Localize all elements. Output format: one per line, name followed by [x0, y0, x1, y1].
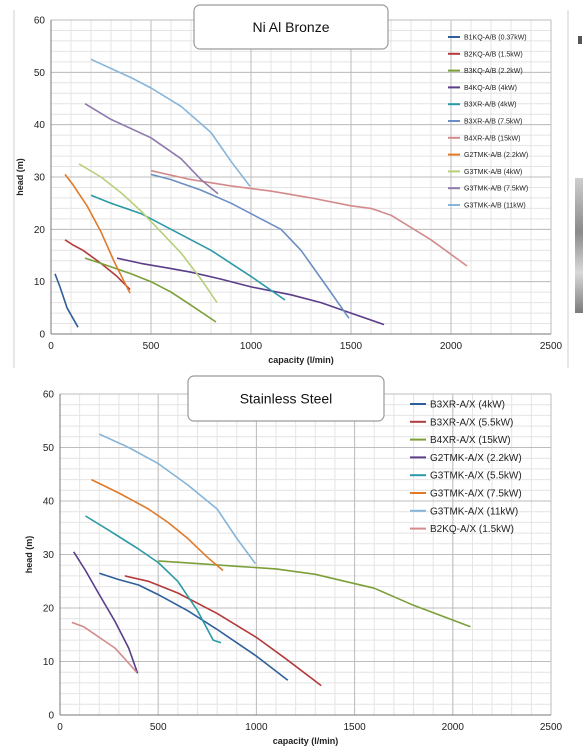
- x-tick-label: 2500: [540, 341, 563, 352]
- series-line: [73, 551, 139, 674]
- legend-label: B3XR-A/X (5.5kW): [430, 417, 513, 428]
- series-line: [158, 560, 471, 628]
- chart-title-box: [193, 4, 389, 50]
- series-line: [98, 433, 257, 565]
- legend-label: B3XR-A/B (4kW): [464, 102, 517, 109]
- series-line: [71, 621, 138, 673]
- y-tick-label: 20: [34, 225, 46, 236]
- x-tick-label: 1500: [340, 341, 363, 352]
- x-tick-label: 0: [48, 341, 54, 352]
- series-line: [116, 257, 385, 326]
- x-tick-label: 1500: [343, 722, 366, 733]
- series-line: [99, 572, 289, 681]
- y-tick-label: 20: [43, 604, 55, 615]
- y-axis-title: head (m): [15, 158, 25, 196]
- y-tick-label: 10: [34, 277, 46, 288]
- legend-label: B2KQ-A/X (1.5kW): [430, 524, 514, 535]
- y-tick-label: 50: [34, 68, 46, 79]
- chart-title: Stainless Steel: [240, 391, 333, 407]
- series-line: [54, 273, 79, 328]
- series-line: [124, 575, 322, 687]
- legend-label: B3KQ-A/B (2.2kW): [464, 68, 523, 75]
- series-line: [78, 163, 218, 304]
- x-tick-label: 2000: [442, 722, 465, 733]
- legend-label: B3XR-A/X (4kW): [430, 400, 505, 411]
- legend-label: B2KQ-A/B (1.5kW): [464, 51, 523, 58]
- series-line: [64, 173, 131, 294]
- legend-label: G2TMK-A/B (2.2kW): [464, 152, 528, 159]
- series-line: [84, 257, 217, 323]
- legend-label: B4KQ-A/B (4kW): [464, 85, 517, 92]
- legend-label: G3TMK-A/B (7.5kW): [464, 186, 528, 193]
- chart-title-box: [187, 375, 385, 422]
- y-tick-label: 60: [34, 16, 46, 27]
- side-fragment-mark: [578, 36, 582, 44]
- legend-label: G2TMK-A/X (2.2kW): [430, 453, 522, 464]
- x-tick-label: 1000: [245, 722, 268, 733]
- series-line: [90, 194, 286, 301]
- legend-label: B4XR-A/B (15kW): [464, 135, 520, 142]
- series-line: [91, 478, 224, 572]
- legend-label: G3TMK-A/X (5.5kW): [430, 471, 522, 482]
- series-line: [90, 58, 251, 187]
- series-line: [64, 239, 131, 291]
- series-line: [150, 173, 350, 319]
- series-line: [150, 169, 468, 267]
- legend-label: G3TMK-A/B (4kW): [464, 169, 522, 176]
- y-axis-title: head (m): [24, 536, 34, 574]
- x-tick-label: 2500: [540, 722, 563, 733]
- side-photo-fragment: [575, 178, 583, 313]
- stainless-steel-chart: 0 500 1000 1500 2000 2500 0 10 20 30 40 50 60 capacit…: [24, 375, 563, 746]
- legend-label: B3XR-A/B (7.5kW): [464, 118, 522, 125]
- y-tick-label: 0: [48, 711, 54, 722]
- x-axis-title: capacity (l/min): [268, 355, 334, 365]
- y-tick-label: 10: [43, 657, 55, 668]
- legend-label: G3TMK-A/B (11kW): [464, 202, 526, 209]
- y-tick-label: 0: [39, 330, 45, 341]
- chart-title: Ni Al Bronze: [252, 19, 329, 35]
- legend-label: G3TMK-A/X (7.5kW): [430, 489, 522, 500]
- y-tick-label: 40: [43, 497, 55, 508]
- series-line: [85, 515, 222, 644]
- y-tick-label: 40: [34, 120, 46, 131]
- x-tick-label: 2000: [440, 341, 463, 352]
- legend-label: B1KQ-A/B (0.37kW): [464, 34, 527, 41]
- ni-al-bronze-chart: 0 500 1000 1500 2000 2500 0 10 20 30 40 50 60 capacit…: [13, 4, 569, 368]
- y-tick-label: 50: [43, 443, 55, 454]
- x-tick-label: 0: [57, 722, 63, 733]
- legend-label: G3TMK-A/X (11kW): [430, 506, 518, 517]
- y-tick-label: 30: [34, 173, 46, 184]
- x-axis-title: capacity (l/min): [273, 736, 339, 746]
- y-tick-label: 60: [43, 390, 55, 401]
- x-tick-label: 1000: [240, 341, 263, 352]
- x-tick-label: 500: [150, 722, 167, 733]
- series-line: [84, 103, 219, 195]
- x-tick-label: 500: [143, 341, 160, 352]
- y-tick-label: 30: [43, 550, 55, 561]
- legend-label: B4XR-A/X (15kW): [430, 435, 511, 446]
